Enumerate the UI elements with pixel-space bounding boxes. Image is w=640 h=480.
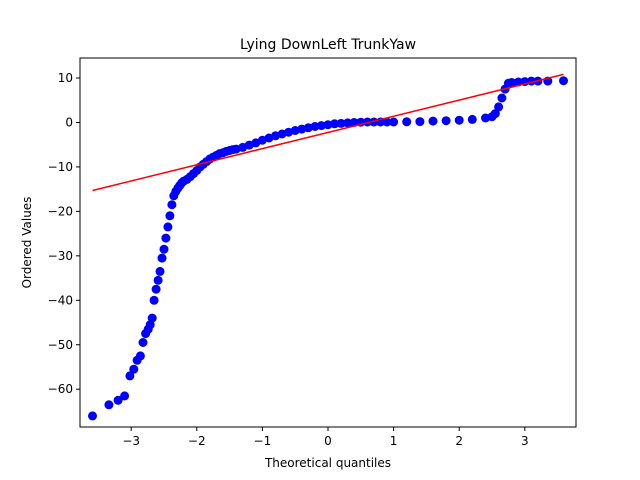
- data-point: [454, 115, 464, 125]
- data-point: [113, 395, 123, 405]
- data-point: [163, 222, 173, 232]
- data-point: [369, 117, 379, 127]
- x-tick-label: 1: [390, 434, 398, 448]
- data-point: [507, 78, 517, 87]
- data-points: [88, 76, 568, 421]
- fit-line: [92, 73, 564, 192]
- data-point: [161, 233, 171, 243]
- y-tick-label: −10: [48, 160, 73, 174]
- data-point: [323, 120, 333, 130]
- data-point: [494, 102, 504, 112]
- data-point: [155, 266, 165, 276]
- y-axis-ticks: −60 −50 −40 −30 −20 −10 0 10: [48, 71, 80, 396]
- chart-title: Lying DownLeft TrunkYaw: [240, 37, 416, 53]
- x-axis-label: Theoretical quantiles: [264, 456, 391, 470]
- data-point: [120, 391, 130, 401]
- x-tick-label: −1: [254, 434, 272, 448]
- x-tick-label: 0: [324, 434, 332, 448]
- data-point: [159, 244, 169, 254]
- data-point: [415, 117, 425, 127]
- data-point: [88, 411, 97, 421]
- y-tick-label: −50: [48, 338, 73, 352]
- x-tick-label: 3: [521, 434, 529, 448]
- data-point: [149, 295, 159, 305]
- data-point: [490, 109, 500, 119]
- x-tick-label: −2: [188, 434, 206, 448]
- x-tick-label: −3: [122, 434, 140, 448]
- data-point: [157, 253, 167, 263]
- data-point: [559, 76, 568, 86]
- data-point: [428, 116, 438, 126]
- data-point: [167, 200, 177, 210]
- y-tick-label: 10: [58, 71, 73, 85]
- x-tick-label: 2: [455, 434, 463, 448]
- y-tick-label: −30: [48, 249, 73, 263]
- y-tick-label: 0: [65, 115, 73, 129]
- data-point: [467, 114, 477, 124]
- data-point: [153, 275, 163, 285]
- data-point: [135, 351, 145, 361]
- data-point: [138, 338, 148, 347]
- y-tick-label: −40: [48, 293, 73, 307]
- data-point: [382, 117, 392, 127]
- data-point: [389, 117, 399, 127]
- data-point: [151, 284, 161, 294]
- fit-line-layer: [92, 73, 564, 192]
- data-point: [129, 364, 139, 374]
- data-point: [441, 116, 451, 126]
- plot-area-frame: [79, 57, 577, 428]
- data-point: [147, 313, 157, 323]
- data-point: [336, 118, 346, 128]
- y-tick-label: −60: [48, 382, 73, 396]
- data-point: [316, 121, 326, 131]
- data-point: [343, 118, 353, 128]
- y-axis-label: Ordered Values: [20, 197, 34, 289]
- data-point: [330, 119, 340, 129]
- y-tick-label: −20: [48, 204, 73, 218]
- data-point: [125, 371, 135, 381]
- data-point: [104, 400, 114, 410]
- data-point: [497, 93, 507, 103]
- data-point: [165, 211, 175, 221]
- x-axis-ticks: −3 −2 −1 0 1 2 3: [122, 427, 529, 448]
- data-point: [402, 117, 412, 127]
